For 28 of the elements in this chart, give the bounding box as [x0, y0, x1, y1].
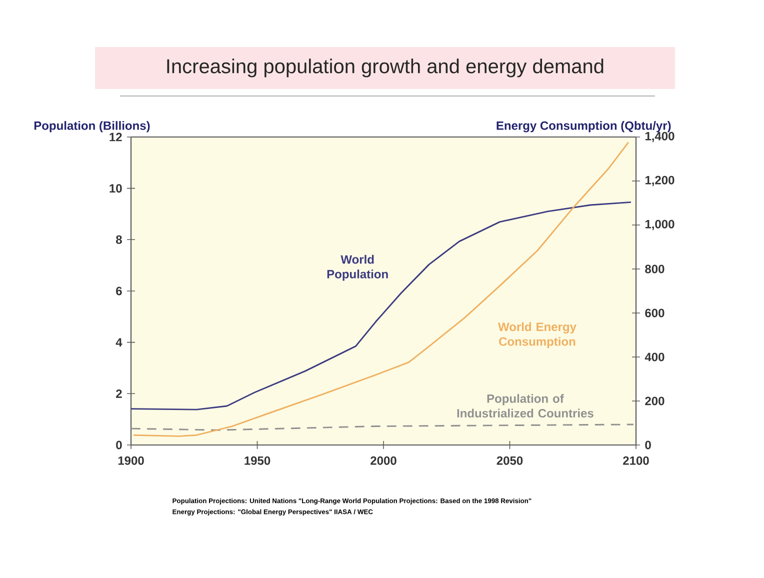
y2-tick-label: 0 — [645, 440, 651, 450]
y-tick-label: 12 — [110, 132, 122, 142]
chart-title: Increasing population growth and energy demand — [167, 58, 604, 78]
y2-tick-label: 800 — [645, 264, 664, 274]
series-label: World Population — [327, 254, 388, 281]
x-tick-label: 1900 — [118, 456, 144, 465]
series-label: Population of Industrialized Countries — [457, 394, 594, 418]
x-tick-label: 2100 — [623, 456, 649, 465]
x-tick-label: 2000 — [370, 456, 396, 465]
y-tick-label: 8 — [116, 235, 122, 244]
y-tick-label: 10 — [110, 184, 122, 193]
y-tick-label: 6 — [116, 286, 122, 296]
y-axis-title: Population (Billions) — [34, 121, 150, 132]
y-tick-label: 2 — [116, 389, 122, 398]
text: World Energy Consumption — [498, 322, 576, 348]
line-series — [130, 201, 632, 410]
y-tick-label: 0 — [116, 440, 122, 450]
x-tick-label: 2050 — [496, 456, 523, 465]
y2-tick-label: 200 — [645, 396, 664, 406]
y2-tick-label: 1,200 — [645, 176, 674, 186]
y2-tick-label: 600 — [645, 308, 664, 318]
y2-tick-label: 400 — [644, 352, 664, 362]
y2-axis-title: Energy Consumption (Qbtu/yr) — [496, 121, 671, 132]
y-tick-label: 4 — [116, 338, 122, 346]
y2-tick-label: 1,000 — [645, 220, 674, 230]
line-series — [132, 142, 630, 437]
y2-tick-label: 1,400 — [645, 132, 674, 142]
x-tick-label: 1950 — [244, 456, 270, 465]
